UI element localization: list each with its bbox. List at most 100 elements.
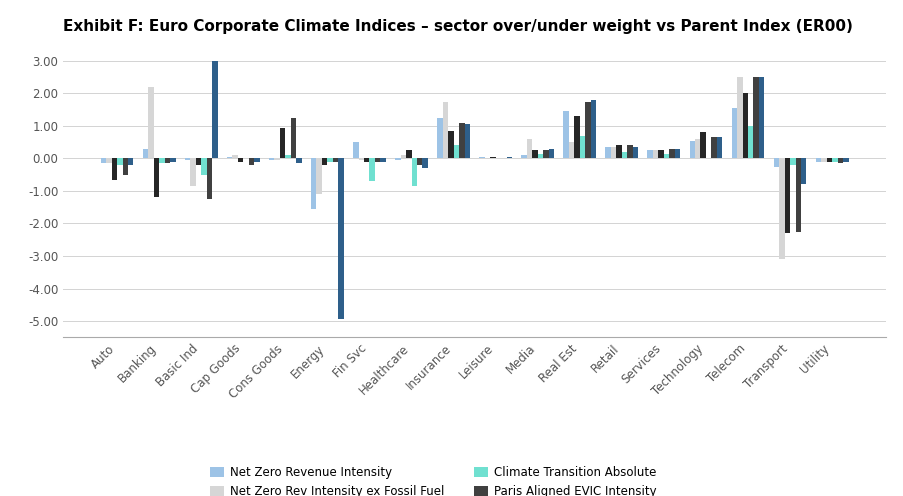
Bar [825,158,831,162]
Bar [532,150,537,158]
Bar [506,157,511,158]
Bar [338,158,343,319]
Bar [674,149,680,158]
Bar [837,158,842,163]
Legend: Net Zero Revenue Intensity, Net Zero Rev Intensity ex Fossil Fuel, Climate Trans: Net Zero Revenue Intensity, Net Zero Rev… [204,460,662,496]
Bar [411,158,416,186]
Bar [563,111,568,158]
Bar [395,158,400,160]
Bar [731,108,736,158]
Bar [227,157,232,158]
Bar [632,147,638,158]
Bar [647,150,652,158]
Bar [369,158,375,181]
Bar [201,158,207,175]
Bar [170,158,175,162]
Bar [212,61,218,158]
Bar [123,158,128,175]
Bar [128,158,134,165]
Bar [584,102,590,158]
Bar [668,149,674,158]
Bar [311,158,316,209]
Bar [579,136,584,158]
Bar [358,158,364,160]
Bar [296,158,302,163]
Bar [380,158,386,162]
Bar [736,77,741,158]
Bar [831,158,837,162]
Bar [773,158,778,167]
Bar [605,147,610,158]
Bar [248,158,254,165]
Bar [159,158,164,163]
Bar [184,158,190,160]
Bar [332,158,338,162]
Bar [815,158,820,162]
Bar [627,145,632,158]
Bar [437,118,442,158]
Bar [652,150,657,158]
Bar [568,142,573,158]
Bar [663,154,668,158]
Bar [789,158,795,165]
Bar [321,158,327,165]
Bar [400,155,405,158]
Bar [747,126,752,158]
Bar [778,158,784,259]
Bar [237,158,243,162]
Bar [795,158,800,232]
Bar [453,145,459,158]
Bar [106,158,111,163]
Bar [759,77,764,158]
Bar [842,158,848,162]
Bar [459,123,464,158]
Bar [711,137,716,158]
Bar [621,152,627,158]
Bar [416,158,422,165]
Bar [526,139,532,158]
Bar [700,132,705,158]
Bar [548,149,554,158]
Bar [689,140,694,158]
Bar [422,158,427,168]
Bar [442,102,448,158]
Bar [207,158,212,199]
Bar [657,150,663,158]
Bar [117,158,123,165]
Bar [232,155,237,158]
Bar [285,155,291,158]
Text: Exhibit F: Euro Corporate Climate Indices – sector over/under weight vs Parent I: Exhibit F: Euro Corporate Climate Indice… [63,19,852,34]
Bar [196,158,201,165]
Bar [610,147,616,158]
Bar [479,157,484,158]
Bar [741,93,747,158]
Bar [143,149,148,158]
Bar [111,158,117,180]
Bar [268,158,275,160]
Bar [190,158,196,186]
Bar [716,137,721,158]
Bar [254,158,259,162]
Bar [464,124,470,158]
Bar [375,158,380,162]
Bar [616,145,621,158]
Bar [275,158,280,160]
Bar [820,158,825,162]
Bar [316,158,321,194]
Bar [448,131,453,158]
Bar [100,158,106,163]
Bar [521,155,526,158]
Bar [148,87,154,158]
Bar [784,158,789,233]
Bar [573,116,579,158]
Bar [543,150,548,158]
Bar [327,158,332,162]
Bar [291,118,296,158]
Bar [590,100,595,158]
Bar [353,142,358,158]
Bar [164,158,170,163]
Bar [364,158,369,162]
Bar [154,158,159,197]
Bar [752,77,759,158]
Bar [280,127,285,158]
